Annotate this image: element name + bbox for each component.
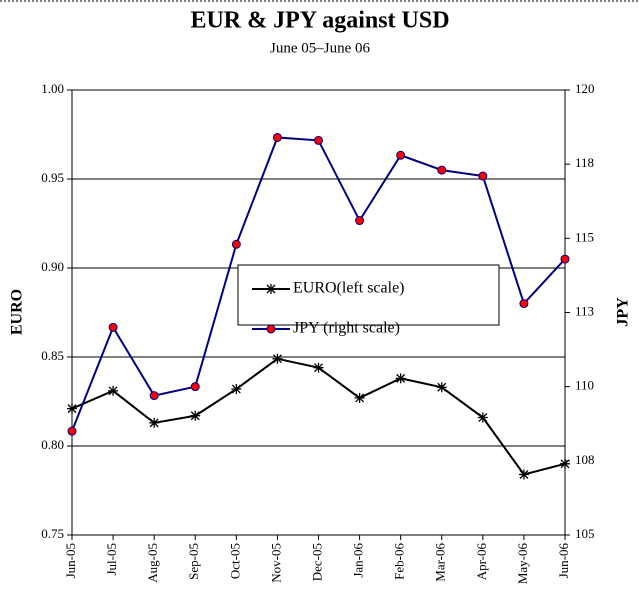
point [149, 391, 159, 401]
point [560, 458, 570, 469]
point [231, 239, 241, 249]
marker-stroke [190, 411, 200, 421]
point [272, 132, 282, 142]
x-tick-label: Sep-05 [186, 543, 201, 580]
legend-box [237, 264, 500, 326]
y-axis-label: EURO [9, 289, 26, 335]
marker-stroke [396, 373, 406, 383]
point [314, 135, 323, 145]
y2-tick-label: 120 [575, 81, 595, 96]
point [190, 410, 201, 421]
point [518, 469, 529, 480]
point [67, 403, 77, 414]
x-tick-label: Jun-05 [63, 543, 78, 578]
y2-tick-label: 108 [575, 452, 595, 467]
point [355, 216, 365, 226]
x-tick-label: Jun-06 [556, 543, 571, 579]
x-tick-label: Mar-06 [433, 543, 448, 582]
point [108, 322, 118, 332]
chart-title: EUR & JPY against USD [190, 8, 449, 34]
point [190, 382, 200, 392]
y-tick-label: 0.75 [41, 526, 64, 541]
point [560, 254, 570, 264]
series-line [71, 357, 566, 476]
x-tick-label: Oct-05 [227, 543, 242, 579]
legend-label: JPY (right scale) [293, 320, 400, 337]
point [437, 165, 447, 175]
chart-subtitle: June 05–June 06 [270, 40, 370, 56]
y2-tick-label: 115 [575, 229, 594, 244]
marker-stroke [272, 354, 282, 364]
x-tick-label: Dec-05 [309, 543, 324, 581]
marker-stroke [437, 382, 447, 392]
y2-tick-label: 105 [575, 526, 595, 541]
y2-axis-label: JPY [615, 297, 632, 327]
point [231, 384, 242, 395]
marker-stroke [149, 418, 159, 428]
marker-stroke [231, 384, 241, 394]
marker-stroke [266, 284, 276, 294]
y-tick-label: 0.85 [41, 348, 64, 363]
x-tick-label: May-06 [515, 543, 530, 585]
legend-label: EURO(left scale) [293, 280, 405, 297]
point [313, 362, 324, 373]
point [395, 373, 406, 384]
y2-tick-label: 110 [575, 378, 594, 393]
y2-tick-label: 118 [575, 155, 594, 170]
marker-stroke [314, 363, 323, 373]
y-tick-label: 0.95 [41, 170, 64, 185]
y-tick-label: 0.90 [41, 259, 64, 274]
point [108, 385, 119, 396]
y2-tick-label: 113 [575, 303, 594, 318]
point [519, 299, 529, 309]
marker-stroke [67, 404, 77, 414]
x-tick-label: Aug-05 [145, 543, 160, 583]
y-tick-label: 1.00 [41, 81, 64, 96]
legend-marker [266, 284, 276, 294]
point [478, 171, 488, 181]
point [436, 382, 447, 393]
x-tick-label: Jan-06 [351, 543, 366, 578]
point [149, 417, 160, 428]
point [67, 426, 77, 436]
x-tick-label: Jul-05 [104, 543, 119, 576]
point [477, 412, 488, 423]
legend-marker [266, 324, 276, 334]
point [272, 353, 283, 364]
x-tick-label: Nov-05 [268, 543, 283, 583]
x-tick-label: Apr-06 [474, 543, 489, 581]
point [396, 150, 406, 160]
x-tick-label: Feb-06 [392, 543, 407, 580]
marker-stroke [519, 470, 529, 479]
marker-stroke [478, 413, 488, 422]
marker-stroke [355, 393, 365, 403]
marker-stroke [560, 459, 570, 469]
y-tick-label: 0.80 [41, 437, 64, 452]
point [354, 392, 365, 403]
marker-stroke [108, 386, 118, 396]
